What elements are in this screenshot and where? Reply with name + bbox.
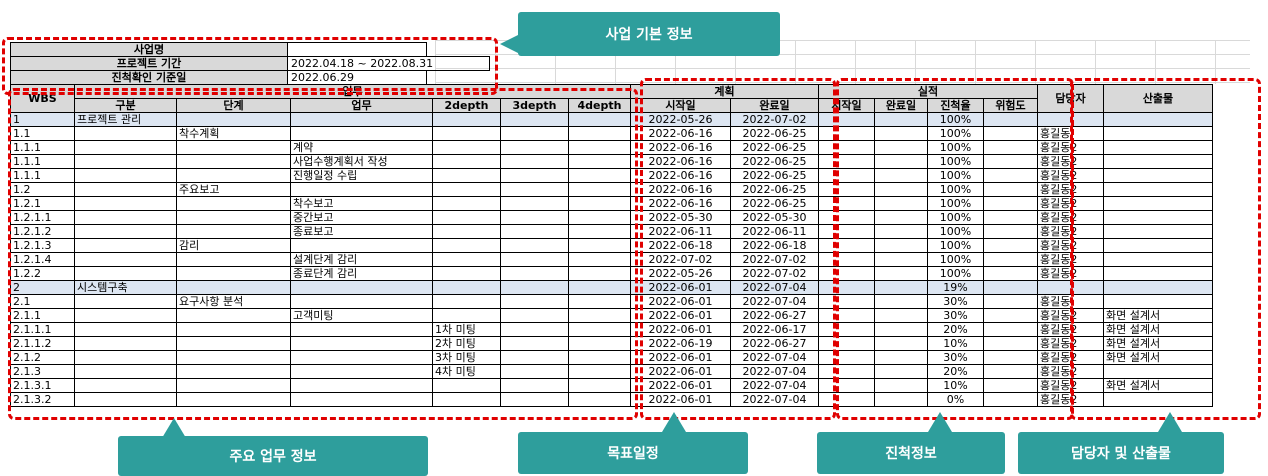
plan-start-cell[interactable]: 2022-06-01 [630, 378, 731, 393]
output-cell[interactable]: 화면 설계서 [1103, 350, 1213, 365]
wbs-body: 1 프로젝트 관리 2022-05-26 2022-07-02 100% 1.1 착수계획 2… [10, 112, 1213, 407]
callout-main-task-pointer [162, 418, 186, 438]
wbs-cell[interactable]: 2.1.1.2 [10, 336, 75, 351]
plan-start-cell[interactable]: 2022-06-01 [630, 364, 731, 379]
plan-end-cell[interactable]: 2022-07-04 [730, 294, 819, 309]
callout-progress-pointer [928, 412, 952, 432]
col-plan-end: 완료일 [730, 98, 819, 113]
plan-end-cell[interactable]: 2022-07-04 [730, 280, 819, 295]
col-stage: 단계 [176, 98, 291, 113]
task-cell[interactable] [290, 280, 433, 295]
col-depth4: 4depth [568, 98, 631, 113]
plan-start-cell[interactable]: 2022-06-01 [630, 294, 731, 309]
output-cell[interactable] [1103, 392, 1213, 407]
col-group-actual: 실적 [818, 84, 1038, 99]
callout-basic-info: 사업 기본 정보 [518, 12, 780, 56]
progress-cell[interactable]: 100% [927, 224, 984, 239]
wbs-cell[interactable]: 1.2.1.1 [10, 210, 75, 225]
table-row: 1.1.1 진행일정 수립 2022-06-16 2022-06-25 100% 홍길동2 [10, 168, 1213, 183]
plan-start-cell[interactable]: 2022-06-01 [630, 308, 731, 323]
output-cell[interactable] [1103, 280, 1213, 295]
progress-cell[interactable]: 30% [927, 294, 984, 309]
plan-end-cell[interactable]: 2022-06-25 [730, 154, 819, 169]
project-info-table: 사업명 프로젝트 기간 2022.04.18 ~ 2022.08.31 진척확인… [10, 42, 490, 85]
wbs-cell[interactable]: 2.1.3.2 [10, 392, 75, 407]
wbs-cell[interactable]: 1.2.1.4 [10, 252, 75, 267]
progress-cell[interactable]: 30% [927, 350, 984, 365]
task-cell[interactable]: 착수보고 [290, 196, 433, 211]
col-actual-end: 완료일 [874, 98, 928, 113]
stage-cell[interactable]: 요구사항 분석 [176, 294, 291, 309]
table-row: 2 시스템구축 2022-06-01 2022-07-04 19% [10, 280, 1213, 295]
table-row: 2.1.2 3차 미팅 2022-06-01 2022-07-04 30% 홍길동2 화면 … [10, 350, 1213, 365]
plan-start-cell[interactable]: 2022-05-26 [630, 112, 731, 127]
plan-end-cell[interactable]: 2022-07-04 [730, 392, 819, 407]
dashed-box-basic-info [2, 37, 498, 95]
callout-owner-output: 담당자 및 산출물 [1018, 432, 1224, 474]
header-row-2: 구분 단계 업무 2depth 3depth 4depth 시작일 완료일 시작… [11, 98, 1213, 113]
project-period-label: 프로젝트 기간 [10, 56, 288, 71]
table-row: 2.1.3.2 2022-06-01 2022-07-04 0% 홍길동2 [10, 392, 1213, 407]
callout-owner-output-pointer [1158, 412, 1182, 432]
plan-end-cell[interactable]: 2022-06-25 [730, 196, 819, 211]
dashed-box-progress [836, 78, 1074, 420]
callout-basic-info-pointer [500, 34, 520, 54]
plan-end-cell[interactable]: 2022-06-25 [730, 126, 819, 141]
plan-end-cell[interactable]: 2022-06-27 [730, 336, 819, 351]
wbs-cell[interactable]: 2.1.1.1 [10, 322, 75, 337]
plan-end-cell[interactable]: 2022-07-02 [730, 112, 819, 127]
dashed-box-main-task [8, 88, 638, 420]
plan-end-cell[interactable]: 2022-06-25 [730, 168, 819, 183]
table-row: 2.1 요구사항 분석 2022-06-01 2022-07-04 30% 홍길동 [10, 294, 1213, 309]
depth2-cell[interactable]: 2차 미팅 [432, 336, 501, 351]
output-cell[interactable]: 화면 설계서 [1103, 308, 1213, 323]
table-row: 1.2 주요보고 2022-06-16 2022-06-25 100% 홍길동2 [10, 182, 1213, 197]
callout-progress: 진척정보 [817, 432, 1005, 474]
project-period-value[interactable]: 2022.04.18 ~ 2022.08.31 [287, 56, 490, 71]
depth2-cell[interactable]: 4차 미팅 [432, 364, 501, 379]
plan-end-cell[interactable]: 2022-06-17 [730, 322, 819, 337]
progress-cell[interactable]: 100% [927, 140, 984, 155]
info-row-period: 프로젝트 기간 2022.04.18 ~ 2022.08.31 [10, 56, 490, 71]
check-date-label: 진척확인 기준일 [10, 70, 288, 85]
depth2-cell[interactable] [432, 112, 501, 127]
depth4-cell[interactable] [568, 280, 631, 295]
plan-start-cell[interactable]: 2022-06-01 [630, 392, 731, 407]
plan-start-cell[interactable]: 2022-06-01 [630, 350, 731, 365]
plan-start-cell[interactable]: 2022-06-16 [630, 126, 731, 141]
table-row: 1 프로젝트 관리 2022-05-26 2022-07-02 100% [10, 112, 1213, 127]
risk-cell[interactable] [983, 280, 1038, 295]
plan-start-cell[interactable]: 2022-06-19 [630, 336, 731, 351]
dashed-box-schedule [640, 78, 836, 420]
col-actual-start: 시작일 [818, 98, 875, 113]
gubun-cell[interactable]: 프로젝트 관리 [74, 112, 177, 127]
output-cell[interactable]: 화면 설계서 [1103, 336, 1213, 351]
col-output: 산출물 [1103, 84, 1213, 113]
table-row: 1.2.1.4 설계단계 감리 2022-07-02 2022-07-02 100% 홍길… [10, 252, 1213, 267]
output-cell[interactable] [1103, 112, 1213, 127]
wbs-cell[interactable]: 2.1.3.1 [10, 378, 75, 393]
stage-cell[interactable] [176, 280, 291, 295]
actual-end-cell[interactable] [874, 112, 928, 127]
callout-schedule: 목표일정 [518, 432, 748, 474]
col-plan-start: 시작일 [630, 98, 731, 113]
wbs-cell[interactable]: 1 [10, 112, 75, 127]
task-cell[interactable] [290, 112, 433, 127]
col-depth2: 2depth [432, 98, 501, 113]
table-row: 2.1.3 4차 미팅 2022-06-01 2022-07-04 20% 홍길동2 [10, 364, 1213, 379]
output-cell[interactable]: 화면 설계서 [1103, 378, 1213, 393]
wbs-cell[interactable]: 1.2 [10, 182, 75, 197]
actual-start-cell[interactable] [818, 112, 875, 127]
plan-start-cell[interactable]: 2022-06-11 [630, 224, 731, 239]
dashed-box-owner-output [1070, 78, 1261, 420]
wbs-table: WBS 업무 계획 실적 담당자 산출물 구분 단계 업무 2depth 3de… [10, 84, 1213, 407]
depth4-cell[interactable] [568, 112, 631, 127]
callout-main-task: 주요 업무 정보 [118, 436, 428, 476]
progress-cell[interactable]: 10% [927, 336, 984, 351]
depth2-cell[interactable] [432, 280, 501, 295]
callout-schedule-pointer [662, 412, 686, 432]
plan-end-cell[interactable]: 2022-07-02 [730, 252, 819, 267]
